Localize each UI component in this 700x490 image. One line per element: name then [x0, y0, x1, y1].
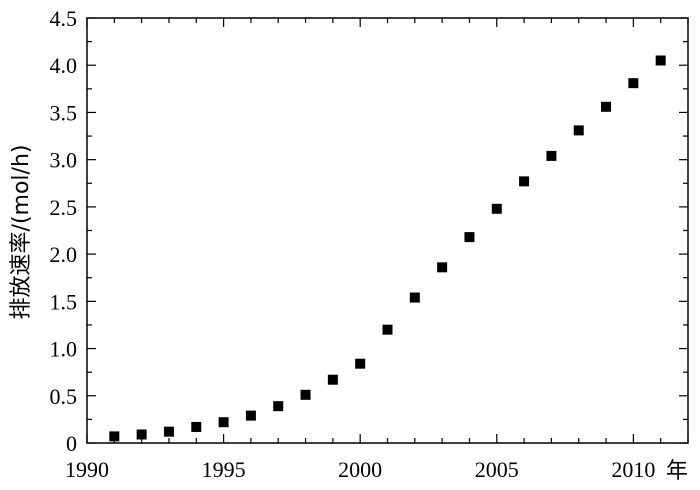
data-point [519, 176, 530, 187]
x-tick-label: 2000 [338, 457, 382, 482]
y-tick-label: 0 [66, 431, 77, 456]
data-point [300, 389, 311, 400]
y-tick-label: 4.0 [50, 53, 78, 78]
data-point [109, 431, 120, 442]
data-point [409, 292, 420, 303]
y-tick-label: 2.0 [50, 242, 78, 267]
data-point [546, 150, 557, 161]
y-tick-label: 3.5 [50, 100, 78, 125]
x-axis-ticks: 1990 1995 2000 2005 2010 [65, 18, 689, 482]
y-axis-title: 排放速率/(mol/h) [9, 145, 34, 320]
data-point [191, 421, 202, 432]
data-point [218, 417, 229, 428]
x-tick-label: 2010 [611, 457, 655, 482]
data-point [273, 401, 284, 412]
data-point [355, 358, 366, 369]
data-point [382, 324, 393, 335]
x-tick-label: 1995 [202, 457, 246, 482]
data-point [628, 78, 639, 89]
y-tick-label: 3.0 [50, 148, 78, 173]
data-point [136, 429, 147, 440]
data-point [327, 374, 338, 385]
plot-frame [86, 17, 689, 444]
y-tick-label: 1.0 [50, 337, 78, 362]
y-tick-label: 2.5 [50, 195, 78, 220]
y-tick-label: 4.5 [50, 6, 78, 31]
data-point [464, 232, 475, 243]
data-point [601, 101, 612, 112]
x-unit-label: 年 [666, 459, 688, 484]
y-tick-label: 0.5 [50, 384, 78, 409]
x-tick-label: 2005 [475, 457, 519, 482]
data-point [245, 410, 256, 421]
x-tick-label: 1990 [65, 457, 109, 482]
data-point [437, 262, 448, 273]
data-point [163, 426, 174, 437]
data-point [655, 55, 666, 66]
data-point [573, 125, 584, 136]
data-point [491, 203, 502, 214]
data-points [109, 55, 666, 442]
y-tick-label: 1.5 [50, 289, 78, 314]
y-axis-ticks: 0 0.5 1.0 1.5 2.0 2.5 3.0 3.5 4.0 4.5 [50, 6, 688, 456]
